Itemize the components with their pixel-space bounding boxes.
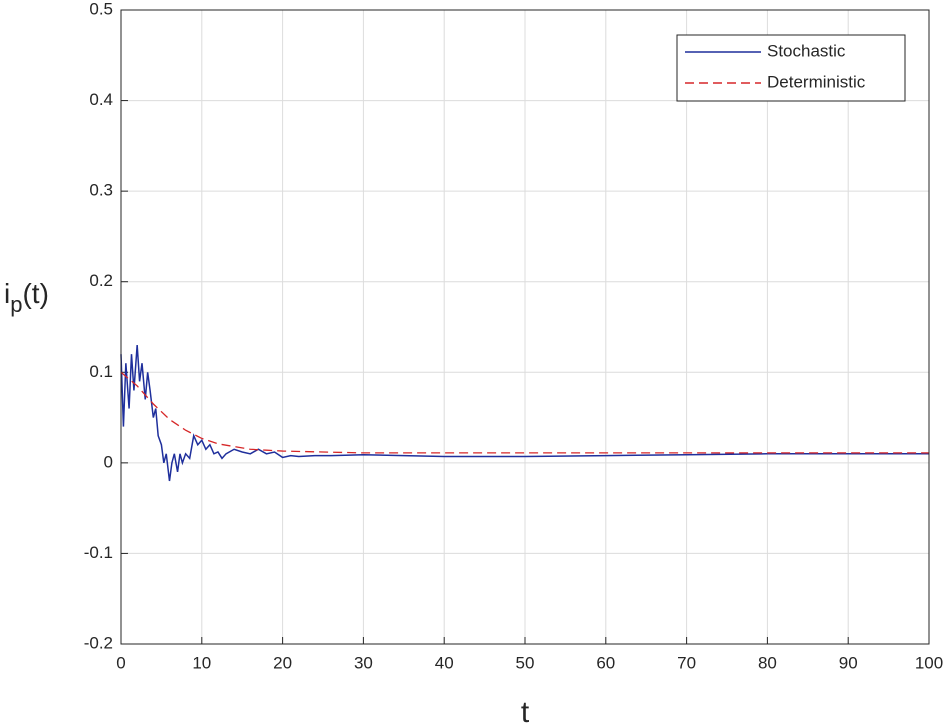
x-tick-label: 40 — [435, 653, 454, 672]
legend-box — [676, 34, 906, 102]
x-tick-label: 50 — [516, 653, 535, 672]
x-tick-label: 80 — [758, 653, 777, 672]
y-tick-label: -0.2 — [84, 633, 113, 652]
legend-label: Deterministic — [767, 72, 866, 91]
y-tick-label: 0.4 — [89, 90, 113, 109]
legend-label: Stochastic — [767, 41, 846, 60]
y-tick-label: 0.2 — [89, 271, 113, 290]
y-label-sub: p — [10, 292, 22, 317]
x-tick-label: 20 — [273, 653, 292, 672]
x-tick-label: 10 — [192, 653, 211, 672]
x-tick-label: 90 — [839, 653, 858, 672]
plot-frame — [120, 9, 930, 645]
x-tick-label: 30 — [354, 653, 373, 672]
y-label-rest: (t) — [22, 278, 48, 309]
x-tick-label: 0 — [116, 653, 125, 672]
y-tick-label: 0.5 — [89, 0, 113, 18]
x-tick-label: 70 — [677, 653, 696, 672]
y-tick-label: 0.3 — [89, 181, 113, 200]
y-tick-label: -0.1 — [84, 543, 113, 562]
y-tick-label: 0 — [104, 452, 113, 471]
series-line — [120, 371, 929, 454]
legend: Stochastic Deterministic — [676, 34, 906, 102]
y-axis-label: ip(t) — [4, 278, 49, 316]
y-label-main: i — [4, 278, 10, 309]
x-axis-label: t — [521, 696, 530, 727]
x-tick-label: 60 — [596, 653, 615, 672]
x-tick-label: 100 — [915, 653, 943, 672]
series-line — [120, 345, 929, 482]
y-tick-label: 0.1 — [89, 362, 113, 381]
